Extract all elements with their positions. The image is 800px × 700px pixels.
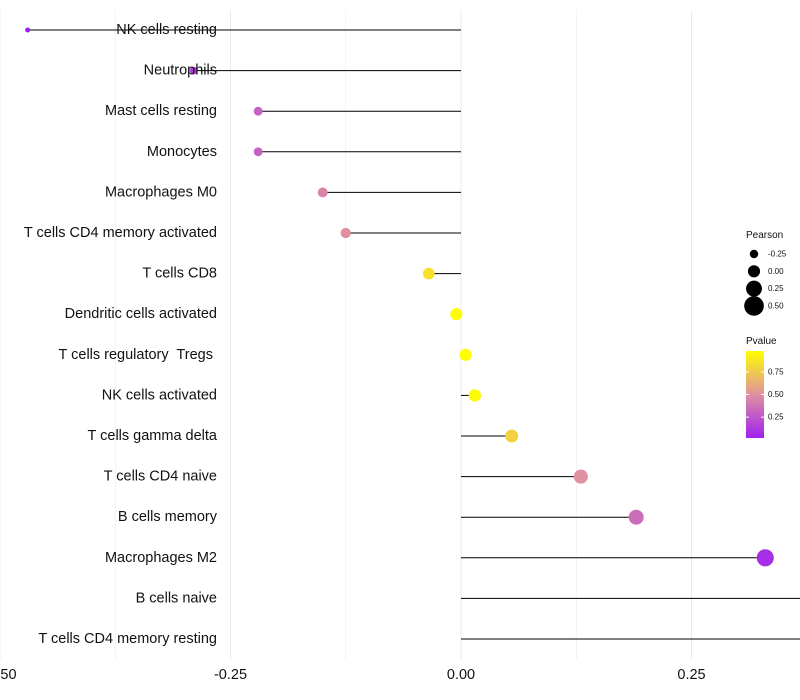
category-label: T cells CD4 memory resting — [38, 631, 217, 647]
size-legend-key — [747, 265, 761, 278]
size-legend-key — [744, 296, 764, 316]
category-label: NK cells resting — [116, 22, 217, 38]
category-label: T cells CD8 — [142, 266, 217, 282]
lollipop-point — [422, 267, 435, 280]
lollipop-point — [468, 389, 482, 402]
category-label: B cells naive — [136, 590, 217, 606]
x-axis-tick-labels: -0.50-0.250.000.250.50 — [0, 667, 706, 683]
lollipop-point — [505, 429, 519, 443]
size-legend-label: 0.50 — [768, 301, 784, 310]
color-legend-bar — [746, 351, 764, 438]
size-legend-key — [746, 280, 762, 297]
x-tick-label: 0.25 — [677, 667, 705, 683]
lollipop-point — [450, 308, 463, 321]
size-legend-label: -0.25 — [768, 250, 787, 259]
category-label: Neutrophils — [144, 63, 217, 79]
lollipop-point — [253, 106, 263, 116]
size-legend-key — [749, 249, 759, 259]
pvalue-color-legend: Pvalue 0.75 0.50 0.25 — [746, 336, 784, 438]
lollipop-point — [340, 227, 351, 239]
size-legend-label: 0.25 — [768, 284, 784, 293]
category-label: B cells memory — [118, 509, 218, 525]
category-label: Macrophages M0 — [105, 184, 217, 200]
category-label: Mast cells resting — [105, 103, 217, 119]
lollipop-point — [317, 187, 328, 198]
category-label: Monocytes — [147, 144, 217, 160]
pearson-size-legend: Pearson -0.25 0.00 0.25 0.50 — [744, 230, 787, 316]
lollipop-point — [573, 469, 588, 484]
lollipop-point — [459, 348, 472, 361]
color-legend-label: 0.50 — [768, 390, 784, 399]
color-legend-title: Pvalue — [746, 336, 777, 347]
category-label: Dendritic cells activated — [65, 306, 217, 322]
category-labels: NK cells resting Neutrophils Mast cells re… — [24, 22, 218, 647]
x-tick-label: 0.00 — [447, 667, 475, 683]
lollipop-point — [628, 509, 644, 525]
category-label: T cells CD4 naive — [104, 469, 217, 485]
category-label: NK cells activated — [102, 387, 217, 403]
lollipop-point — [253, 147, 263, 157]
lollipop-stems — [27, 29, 800, 640]
color-legend-label: 0.75 — [768, 367, 784, 376]
category-label: T cells gamma delta — [88, 428, 218, 444]
x-tick-label: -0.25 — [214, 667, 247, 683]
x-tick-label: -0.50 — [0, 667, 17, 683]
size-legend-label: 0.00 — [768, 267, 784, 276]
lollipop-point — [25, 27, 31, 33]
lollipop-point — [189, 66, 198, 75]
color-legend-label: 0.25 — [768, 413, 784, 422]
category-label: Macrophages M2 — [105, 550, 217, 566]
category-label: T cells regulatory Tregs — [59, 347, 218, 363]
category-label: T cells CD4 memory activated — [24, 225, 217, 241]
grid-lines — [0, 10, 692, 660]
lollipop-points — [25, 27, 774, 567]
size-legend-title: Pearson — [746, 230, 783, 241]
lollipop-point — [756, 549, 774, 567]
